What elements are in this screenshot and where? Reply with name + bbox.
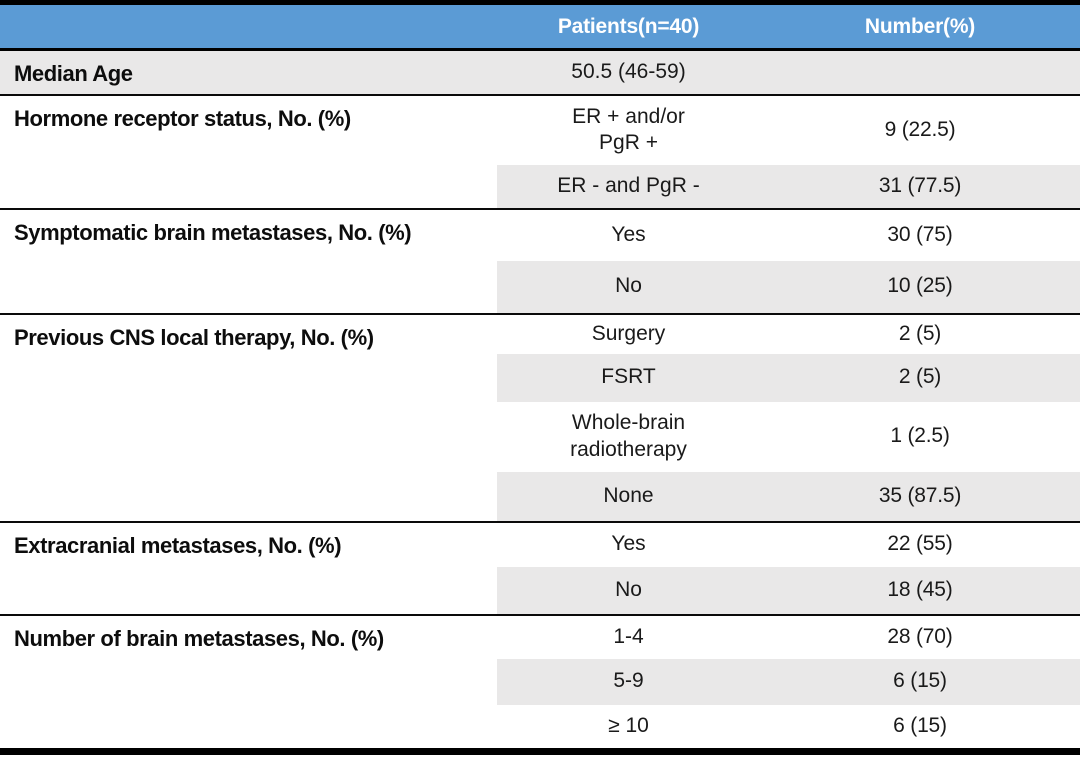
table-row: 5-9 6 (15) [0, 658, 1080, 705]
table-row: Number of brain metastases, No. (%) 1-4 … [0, 613, 1080, 752]
row-label-symptomatic-brain-metastases: Symptomatic brain metastases, No. (%) [0, 207, 497, 314]
category-cell: ER - and PgR - [497, 164, 760, 209]
table-row: ER - and PgR - 31 (77.5) [0, 164, 1080, 209]
category-cell: Whole-brain radiotherapy [570, 411, 687, 461]
column-header-patients: Patients(n=40) [497, 2, 760, 51]
value-cell: 30 (75) [760, 207, 1080, 261]
patient-characteristics-table: Patients(n=40) Number(%) Median Age 50.5… [0, 0, 1080, 755]
table-row: Whole-brain radiotherapy 1 (2.5) [0, 402, 1080, 472]
value-cell: 35 (87.5) [760, 471, 1080, 522]
table-row: Symptomatic brain metastases, No. (%) Ye… [0, 207, 1080, 314]
table-row: None 35 (87.5) [0, 471, 1080, 522]
value-cell: 31 (77.5) [760, 164, 1080, 209]
category-cell: 50.5 (46-59) [497, 48, 760, 95]
row-label-number-of-brain-metastases: Number of brain metastases, No. (%) [0, 613, 497, 752]
value-cell: 22 (55) [760, 520, 1080, 567]
value-cell: 28 (70) [760, 613, 1080, 659]
category-cell: FSRT [497, 353, 760, 402]
value-cell: 6 (15) [893, 714, 947, 738]
value-cell: 6 (15) [760, 658, 1080, 705]
value-cell: 1 (2.5) [890, 424, 950, 448]
table-row: Extracranial metastases, No. (%) Yes 22 … [0, 520, 1080, 615]
category-cell: ER + and/or PgR + [497, 93, 760, 165]
table-row: Median Age 50.5 (46-59) [0, 48, 1080, 95]
value-cell: 9 (22.5) [760, 93, 1080, 165]
table-row: ≥ 10 6 (15) [0, 705, 1080, 752]
table-row: FSRT 2 (5) [0, 353, 1080, 402]
value-cell: 2 (5) [760, 312, 1080, 354]
table-row: No 10 (25) [0, 260, 1080, 314]
table-header-row: Patients(n=40) Number(%) [0, 2, 1080, 51]
row-label-median-age: Median Age [0, 48, 497, 95]
category-cell: Yes [497, 520, 760, 567]
table-row: No 18 (45) [0, 566, 1080, 615]
value-cell: 10 (25) [760, 260, 1080, 314]
category-cell: None [497, 471, 760, 522]
category-cell: No [497, 566, 760, 615]
category-cell: Surgery [497, 312, 760, 354]
value-cell: 2 (5) [760, 353, 1080, 402]
value-cell [760, 48, 1080, 95]
value-cell: 18 (45) [760, 566, 1080, 615]
row-label-previous-cns-local-therapy: Previous CNS local therapy, No. (%) [0, 312, 497, 522]
row-label-extracranial-metastases: Extracranial metastases, No. (%) [0, 520, 497, 615]
column-header-empty [0, 2, 497, 51]
category-cell: No [497, 260, 760, 314]
category-cell: 1-4 [497, 613, 760, 659]
category-cell: Yes [497, 207, 760, 261]
table-row: Hormone receptor status, No. (%) ER + an… [0, 93, 1080, 209]
column-header-number: Number(%) [760, 2, 1080, 51]
category-cell: ≥ 10 [608, 714, 649, 738]
category-cell: 5-9 [497, 658, 760, 705]
table-row: Previous CNS local therapy, No. (%) Surg… [0, 312, 1080, 522]
row-label-hormone-receptor-status: Hormone receptor status, No. (%) [0, 93, 497, 209]
